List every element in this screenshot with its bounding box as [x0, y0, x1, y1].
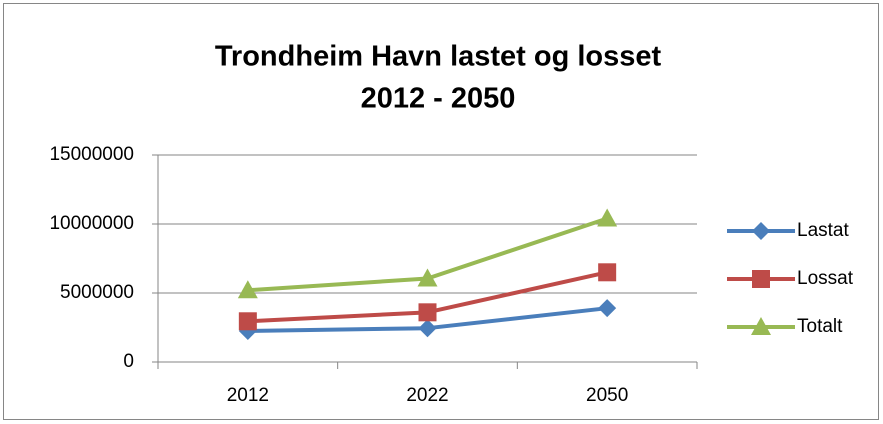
legend-label: Totalt: [797, 316, 843, 337]
x-tick-label: 2050: [586, 385, 628, 406]
x-tick-label: 2022: [406, 385, 448, 406]
marker: [598, 299, 617, 318]
legend-label: Lossat: [797, 268, 854, 289]
marker: [597, 208, 618, 227]
chart-title: Trondheim Havn lastet og losset: [215, 41, 662, 73]
chart-title: 2012 - 2050: [361, 83, 516, 115]
marker: [417, 268, 438, 287]
marker: [418, 303, 437, 322]
y-tick-label: 5000000: [60, 282, 134, 303]
marker: [751, 317, 771, 335]
y-tick-label: 0: [123, 351, 134, 372]
marker: [752, 222, 770, 240]
y-tick-label: 15000000: [49, 144, 134, 165]
y-tick-label: 10000000: [49, 213, 134, 234]
marker: [238, 312, 257, 331]
marker: [752, 270, 770, 288]
marker: [598, 263, 617, 282]
marker: [237, 280, 258, 299]
x-tick-label: 2012: [227, 385, 269, 406]
legend-label: Lastat: [797, 220, 849, 241]
chart-border: [3, 3, 879, 420]
marker: [418, 319, 437, 338]
